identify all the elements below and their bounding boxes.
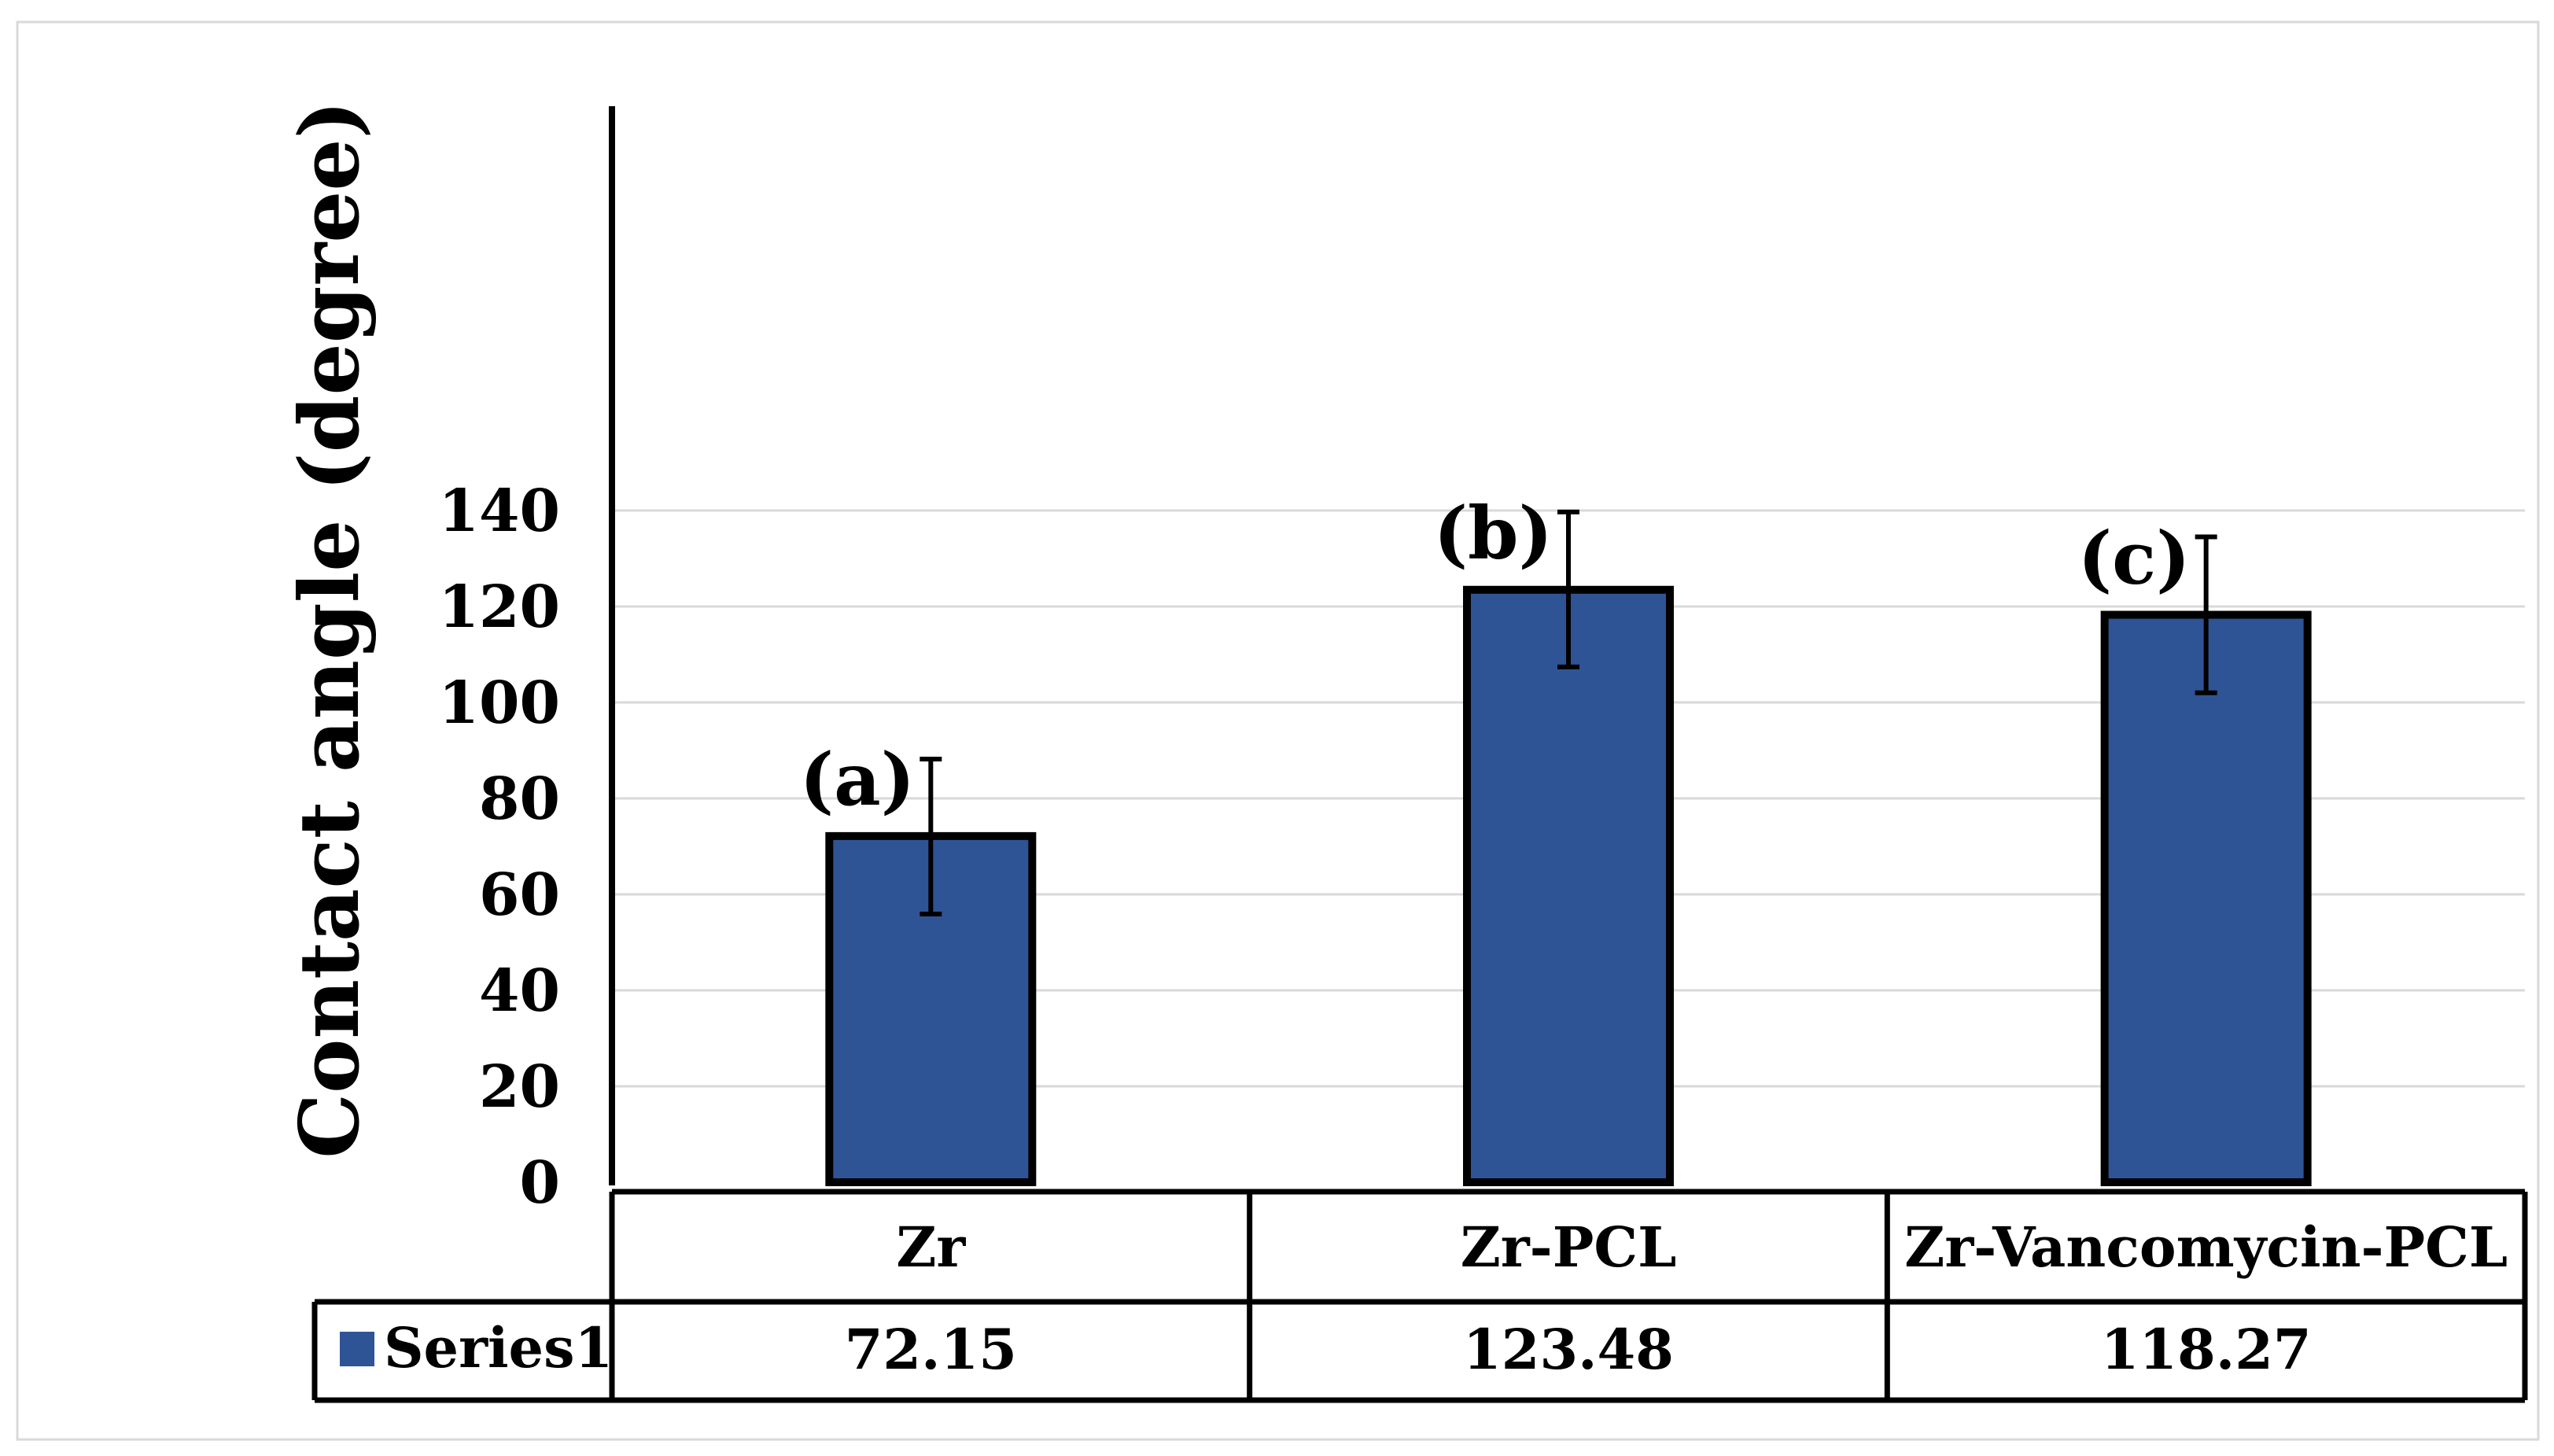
legend-swatch — [340, 1332, 374, 1366]
category-label: Zr-PCL — [1461, 1215, 1677, 1280]
data-table: Zr 72.15 Zr-PCL 123.48 Zr-Vancomycin-PCL 118.… — [311, 1189, 2528, 1403]
category-label: Zr-Vancomycin-PCL — [1904, 1215, 2508, 1280]
table-value: 123.48 — [1463, 1317, 1674, 1382]
y-tick-labels: 0 20 40 60 80 100 120 140 — [439, 477, 560, 1217]
legend-label: Series1 — [384, 1315, 613, 1380]
bar-annotation: (a) — [800, 737, 916, 822]
bar-annotations: (a) (b) (c) — [800, 491, 2191, 822]
error-bar — [1557, 509, 1579, 669]
category-label: Zr — [896, 1215, 966, 1280]
y-tick-label: 140 — [439, 477, 560, 545]
bar-annotation: (c) — [2078, 516, 2191, 601]
y-axis-label: Contact angle (degree) — [281, 100, 378, 1159]
y-tick-label: 120 — [439, 573, 560, 641]
table-value: 72.15 — [845, 1317, 1017, 1382]
bar-annotation: (b) — [1434, 491, 1553, 576]
y-tick-label: 100 — [439, 669, 560, 737]
error-bar — [920, 756, 942, 917]
bar-zr-pcl — [1463, 585, 1674, 1186]
y-tick-label: 80 — [479, 765, 560, 833]
table-value: 118.27 — [2101, 1317, 2312, 1382]
y-tick-label: 0 — [520, 1149, 561, 1217]
y-tick-label: 40 — [479, 957, 560, 1025]
chart-frame — [16, 20, 2540, 1441]
error-bar — [2195, 534, 2217, 695]
bars — [825, 585, 2312, 1186]
error-bars — [920, 509, 2217, 917]
y-tick-label: 20 — [479, 1053, 560, 1121]
bar-zr-vancomycin-pcl — [2100, 610, 2312, 1186]
y-tick-label: 60 — [479, 861, 560, 929]
